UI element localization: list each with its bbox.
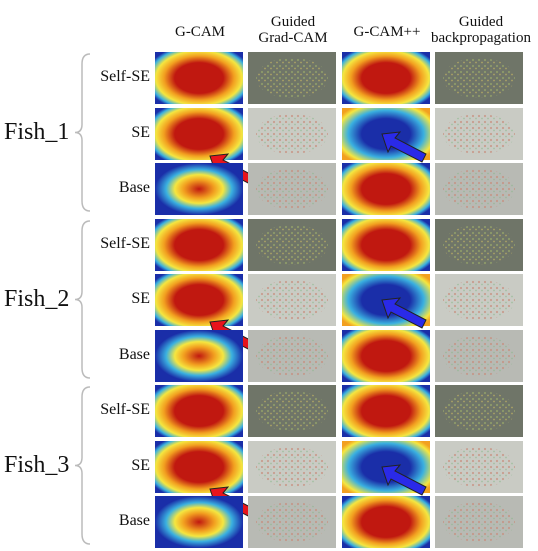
row-label: Base <box>118 179 150 196</box>
heatmap-image <box>155 274 243 326</box>
group-brace <box>72 52 94 218</box>
texture-image <box>248 163 336 215</box>
heatmap-image <box>342 219 430 271</box>
texture-image <box>435 496 523 548</box>
heatmap-image <box>342 496 430 548</box>
heatmap-image <box>155 441 243 493</box>
heatmap-image <box>155 163 243 215</box>
row-label: Self-SE <box>100 68 150 85</box>
texture-image <box>435 219 523 271</box>
texture-image <box>248 330 336 382</box>
texture-image <box>248 496 336 548</box>
heatmap-image <box>155 330 243 382</box>
texture-image <box>435 385 523 437</box>
heatmap-image <box>342 330 430 382</box>
heatmap-image <box>342 163 430 215</box>
heatmap-image <box>155 52 243 104</box>
heatmap-image <box>155 219 243 271</box>
header-gcampp: G-CAM++ <box>353 24 421 40</box>
texture-image <box>435 52 523 104</box>
group-label: Fish_2 <box>4 285 70 312</box>
texture-image <box>435 330 523 382</box>
row-label: SE <box>131 124 150 141</box>
header-gcam: G-CAM <box>174 24 225 40</box>
texture-image <box>435 108 523 160</box>
row-label: Base <box>118 512 150 529</box>
texture-image <box>248 274 336 326</box>
group-brace <box>72 385 94 551</box>
row-label: SE <box>131 290 150 307</box>
heatmap-image <box>155 385 243 437</box>
heatmap-image <box>342 52 430 104</box>
texture-image <box>248 385 336 437</box>
texture-image <box>435 441 523 493</box>
texture-image <box>248 441 336 493</box>
blue-arrow-icon <box>380 296 430 335</box>
texture-image <box>435 274 523 326</box>
texture-image <box>248 52 336 104</box>
texture-image <box>435 163 523 215</box>
row-label: Base <box>118 346 150 363</box>
blue-arrow-icon <box>380 463 430 502</box>
group-label: Fish_3 <box>4 452 70 479</box>
header-guided-backprop: Guided backpropagation <box>431 14 531 46</box>
heatmap-image <box>342 385 430 437</box>
group-brace <box>72 219 94 385</box>
row-label: Self-SE <box>100 235 150 252</box>
texture-image <box>248 108 336 160</box>
row-label: SE <box>131 457 150 474</box>
header-guided-gradcam: Guided Grad-CAM <box>258 14 328 46</box>
heatmap-image <box>155 496 243 548</box>
blue-arrow-icon <box>380 130 430 169</box>
group-label: Fish_1 <box>4 119 70 146</box>
row-label: Self-SE <box>100 401 150 418</box>
texture-image <box>248 219 336 271</box>
heatmap-image <box>155 108 243 160</box>
